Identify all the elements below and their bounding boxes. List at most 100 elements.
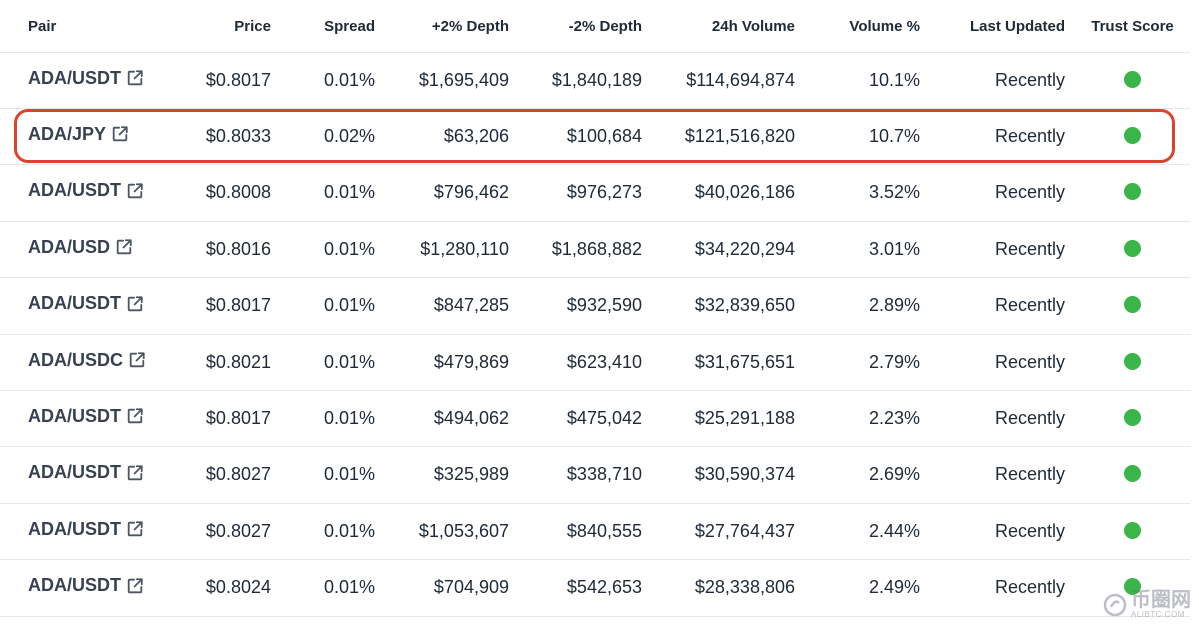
trust-score-dot [1124, 239, 1141, 257]
pair-link[interactable]: ADA/USDT [28, 462, 121, 483]
pair-cell[interactable]: ADA/USDT [28, 558, 188, 614]
volume-cell: $34,220,294 [694, 238, 795, 259]
volume-pct-cell: 10.1% [868, 69, 920, 90]
external-link-icon[interactable] [126, 295, 144, 313]
spread-cell: 0.01% [323, 182, 375, 203]
trust-score-cell [1085, 278, 1180, 334]
external-link-icon[interactable] [126, 69, 144, 87]
pair-cell[interactable]: ADA/USDT [28, 163, 188, 219]
plus-depth-cell: $1,280,110 [420, 238, 509, 259]
table-row[interactable]: ADA/USDT $0.8027 0.01% $325,989 $338,710 $30,… [0, 447, 1190, 504]
minus-depth-cell: $1,840,189 [551, 69, 642, 90]
last-updated-cell: Recently [994, 464, 1065, 485]
pair-link[interactable]: ADA/USDT [28, 180, 121, 201]
plus-depth-cell: $704,909 [433, 577, 509, 598]
spread-cell: 0.01% [323, 295, 375, 316]
external-link-icon[interactable] [126, 520, 144, 538]
price-cell: $0.8017 [205, 407, 271, 428]
plus-depth-cell: $1,695,409 [418, 69, 509, 90]
volume-cell: $31,675,651 [694, 351, 795, 372]
header-trust-score[interactable]: Trust Score [1091, 17, 1174, 35]
last-updated-cell: Recently [994, 577, 1065, 598]
table-row[interactable]: ADA/USDT $0.8027 0.01% $1,053,607 $840,555 $2… [0, 501, 1190, 561]
spread-cell: 0.02% [323, 125, 375, 146]
external-link-icon[interactable] [126, 577, 144, 595]
spread-cell: 0.01% [323, 464, 375, 485]
table-row[interactable]: ADA/JPY $0.8033 0.02% $63,206 $100,684 $121,5… [0, 106, 1190, 166]
external-link-icon[interactable] [128, 351, 146, 369]
price-cell: $0.8021 [205, 351, 271, 372]
table-row[interactable]: ADA/USDC $0.8021 0.01% $479,869 $623,410 $31,… [0, 334, 1190, 391]
external-link-icon[interactable] [126, 407, 144, 425]
pair-link[interactable]: ADA/USDT [28, 67, 121, 88]
volume-cell: $114,694,874 [686, 69, 795, 90]
table-row[interactable]: ADA/USDT $0.8017 0.01% $847,285 $932,590 $32,… [0, 278, 1190, 335]
pair-cell[interactable]: ADA/USD [28, 219, 188, 275]
pair-link[interactable]: ADA/USDT [28, 293, 121, 314]
pair-link[interactable]: ADA/JPY [28, 123, 107, 144]
trust-score-cell [1085, 503, 1180, 559]
header-plus-depth[interactable]: +2% Depth [431, 17, 509, 35]
external-link-icon[interactable] [126, 464, 144, 482]
header-volume[interactable]: 24h Volume [711, 17, 795, 35]
minus-depth-cell: $542,653 [566, 577, 642, 598]
pair-link[interactable]: ADA/USDT [28, 575, 121, 596]
table-row[interactable]: ADA/USDT $0.8017 0.01% $494,062 $475,042 $25,… [0, 388, 1190, 448]
table-header: Pair Price Spread +2% Depth -2% Depth 24… [0, 0, 1190, 53]
header-minus-depth[interactable]: -2% Depth [568, 17, 642, 35]
price-cell: $0.8027 [205, 464, 271, 485]
pair-cell[interactable]: ADA/JPY [28, 106, 188, 162]
header-volume-pct[interactable]: Volume % [849, 17, 920, 35]
volume-pct-cell: 3.01% [868, 238, 920, 259]
pair-link[interactable]: ADA/USDT [28, 518, 121, 539]
price-cell: $0.8016 [205, 238, 271, 259]
volume-pct-cell: 3.52% [868, 182, 920, 203]
trust-score-dot [1124, 408, 1141, 426]
pair-cell[interactable]: ADA/USDT [28, 388, 188, 444]
trust-score-dot [1124, 70, 1141, 88]
table-row[interactable]: ADA/USDT $0.8024 0.01% $704,909 $542,653 $28,… [0, 560, 1190, 617]
plus-depth-cell: $1,053,607 [418, 520, 509, 541]
table-row[interactable]: ADA/USD $0.8016 0.01% $1,280,110 $1,868,882 $… [0, 219, 1190, 279]
spread-cell: 0.01% [323, 351, 375, 372]
last-updated-cell: Recently [994, 407, 1065, 428]
minus-depth-cell: $840,555 [566, 520, 642, 541]
plus-depth-cell: $325,989 [433, 464, 509, 485]
header-last-updated[interactable]: Last Updated [969, 17, 1065, 35]
pair-cell[interactable]: ADA/USDT [28, 276, 188, 332]
minus-depth-cell: $932,590 [566, 295, 642, 316]
last-updated-cell: Recently [994, 125, 1065, 146]
pair-cell[interactable]: ADA/USDT [28, 445, 188, 501]
volume-cell: $25,291,188 [694, 407, 795, 428]
table-row[interactable]: ADA/USDT $0.8017 0.01% $1,695,409 $1,840,189… [0, 52, 1190, 109]
minus-depth-cell: $338,710 [566, 464, 642, 485]
pair-cell[interactable]: ADA/USDC [28, 332, 188, 388]
pair-link[interactable]: ADA/USDC [28, 349, 124, 370]
trust-score-cell [1085, 108, 1180, 164]
trust-score-dot [1124, 296, 1141, 314]
trust-score-dot [1124, 183, 1141, 201]
header-spread[interactable]: Spread [324, 17, 375, 35]
table-row[interactable]: ADA/USDT $0.8008 0.01% $796,462 $976,273 $40,… [0, 165, 1190, 222]
volume-pct-cell: 10.7% [868, 125, 920, 146]
external-link-icon[interactable] [111, 125, 129, 143]
external-link-icon[interactable] [115, 238, 133, 256]
external-link-icon[interactable] [126, 182, 144, 200]
pair-cell[interactable]: ADA/USDT [28, 50, 188, 106]
last-updated-cell: Recently [994, 182, 1065, 203]
trust-score-dot [1124, 521, 1141, 539]
header-pair[interactable]: Pair [28, 17, 57, 35]
plus-depth-cell: $479,869 [433, 351, 509, 372]
volume-cell: $28,338,806 [694, 577, 795, 598]
pair-link[interactable]: ADA/USD [28, 236, 111, 257]
pair-cell[interactable]: ADA/USDT [28, 501, 188, 557]
volume-pct-cell: 2.69% [868, 464, 920, 485]
spread-cell: 0.01% [323, 407, 375, 428]
price-cell: $0.8017 [205, 295, 271, 316]
header-price[interactable]: Price [234, 17, 271, 35]
volume-pct-cell: 2.89% [868, 295, 920, 316]
spread-cell: 0.01% [323, 238, 375, 259]
trust-score-dot [1124, 578, 1141, 596]
minus-depth-cell: $1,868,882 [551, 238, 642, 259]
pair-link[interactable]: ADA/USDT [28, 405, 121, 426]
